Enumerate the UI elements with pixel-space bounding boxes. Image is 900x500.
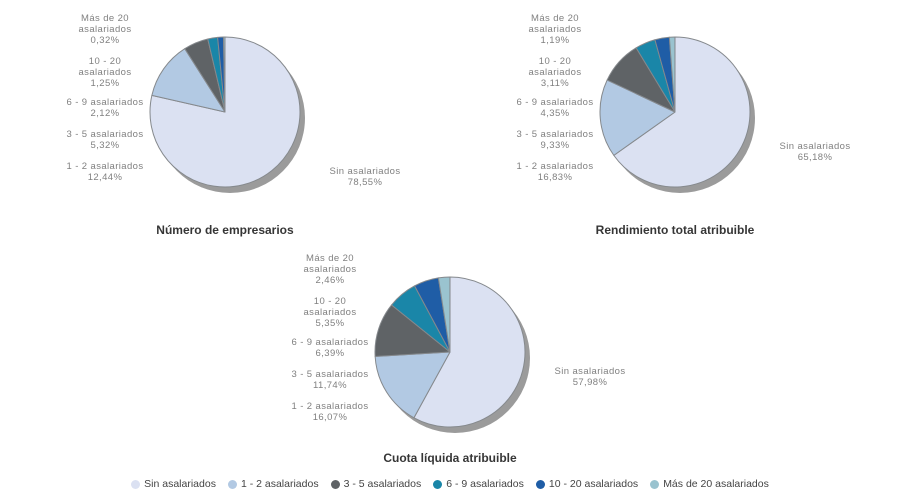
legend-swatch-icon <box>330 479 340 489</box>
slice-label-text: 10 - 20 <box>538 56 572 67</box>
pie-slice-mas-de-20-asalariados <box>668 36 676 113</box>
slice-label-value: 2,12% <box>90 108 120 119</box>
legend-item-1-2-asalariados: 1 - 2 asalariados <box>227 478 319 490</box>
pie-chart-cuota-liquida-atribuible: Cuota líquida atribuible Más de 20 asalar… <box>235 242 665 477</box>
slice-label-6-9-asalariados: 6 - 9 asalariados 6,39% <box>245 337 415 359</box>
slice-label-1-2-asalariados: 1 - 2 asalariados 16,83% <box>470 161 640 183</box>
slice-label-sin-asalariados: Sin asalariados 65,18% <box>740 141 890 163</box>
pie-chart-numero-de-empresarios: Número de empresarios Más de 20 asalariad… <box>10 2 440 237</box>
legend-swatch-icon <box>433 479 443 489</box>
legend-label: Más de 20 asalariados <box>663 478 769 490</box>
slice-label-1-2-asalariados: 1 - 2 asalariados 12,44% <box>20 161 190 183</box>
slice-label-value: 1,25% <box>90 78 120 89</box>
slice-label-text: asalariados <box>303 307 357 318</box>
slice-label-text: 6 - 9 asalariados <box>291 337 369 348</box>
slice-label-text: 10 - 20 <box>313 296 347 307</box>
slice-label-text: 6 - 9 asalariados <box>66 97 144 108</box>
pie-chart-rendimiento-total-atribuible: Rendimiento total atribuible Más de 20 as… <box>460 2 890 237</box>
slice-label-text: 1 - 2 asalariados <box>291 401 369 412</box>
legend-label: 1 - 2 asalariados <box>240 478 319 490</box>
slice-label-text: asalariados <box>303 264 357 275</box>
slice-label-text: asalariados <box>78 24 132 35</box>
slice-label-text: 6 - 9 asalariados <box>516 97 594 108</box>
legend-label: Sin asalariados <box>144 478 216 490</box>
slice-label-text: 3 - 5 asalariados <box>291 369 369 380</box>
slice-label-6-9-asalariados: 6 - 9 asalariados 4,35% <box>470 97 640 119</box>
slice-label-value: 65,18% <box>797 152 833 163</box>
slice-label-value: 9,33% <box>540 140 570 151</box>
slice-label-text: 3 - 5 asalariados <box>516 129 594 140</box>
slice-label-10-20-asalariados: 10 - 20 asalariados 5,35% <box>245 296 415 329</box>
legend-label: 6 - 9 asalariados <box>446 478 524 490</box>
slice-label-text: Sin asalariados <box>554 366 626 377</box>
slice-label-3-5-asalariados: 3 - 5 asalariados 9,33% <box>470 129 640 151</box>
slice-label-value: 1,19% <box>540 35 570 46</box>
slice-label-text: asalariados <box>528 24 582 35</box>
pie-graphic <box>149 36 305 193</box>
slice-label-value: 16,07% <box>312 412 348 423</box>
slice-label-sin-asalariados: Sin asalariados 78,55% <box>290 166 440 188</box>
slice-label-value: 6,39% <box>315 348 345 359</box>
slice-label-text: Sin asalariados <box>329 166 401 177</box>
legend-item-3-5-asalariados: 3 - 5 asalariados <box>330 478 422 490</box>
slice-label-value: 0,32% <box>90 35 120 46</box>
slice-label-value: 5,32% <box>90 140 120 151</box>
slice-label-10-20-asalariados: 10 - 20 asalariados 1,25% <box>20 56 190 89</box>
slice-label-text: 3 - 5 asalariados <box>66 129 144 140</box>
slice-label-value: 11,74% <box>313 380 347 391</box>
slice-label-mas-de-20-asalariados: Más de 20 asalariados 1,19% <box>470 13 640 46</box>
slice-label-mas-de-20-asalariados: Más de 20 asalariados 0,32% <box>20 13 190 46</box>
slice-label-6-9-asalariados: 6 - 9 asalariados 2,12% <box>20 97 190 119</box>
pie-slice-1-2-asalariados <box>599 79 676 156</box>
slice-label-10-20-asalariados: 10 - 20 asalariados 3,11% <box>470 56 640 89</box>
legend-swatch-icon <box>131 479 141 489</box>
chart-title: Número de empresarios <box>156 223 294 237</box>
pie-slice-1-2-asalariados <box>374 351 451 419</box>
pie-graphic <box>599 36 755 193</box>
slice-label-text: Más de 20 <box>531 13 579 24</box>
slice-label-3-5-asalariados: 3 - 5 asalariados 11,74% <box>245 369 415 391</box>
slice-label-text: 1 - 2 asalariados <box>516 161 594 172</box>
slice-label-mas-de-20-asalariados: Más de 20 asalariados 2,46% <box>245 253 415 286</box>
slice-label-text: asalariados <box>78 67 132 78</box>
pie-slice-mas-de-20-asalariados <box>222 36 226 113</box>
slice-label-value: 78,55% <box>347 177 383 188</box>
slice-label-1-2-asalariados: 1 - 2 asalariados 16,07% <box>245 401 415 423</box>
pie-graphic <box>374 276 530 433</box>
legend-item-10-20-asalariados: 10 - 20 asalariados <box>535 478 639 490</box>
slice-label-3-5-asalariados: 3 - 5 asalariados 5,32% <box>20 129 190 151</box>
slice-label-value: 3,11% <box>540 78 570 89</box>
slice-label-text: Sin asalariados <box>779 141 851 152</box>
chart-title: Rendimiento total atribuible <box>595 223 755 237</box>
legend-swatch-icon <box>535 479 545 489</box>
legend-item-6-9-asalariados: 6 - 9 asalariados <box>433 478 524 490</box>
legend-swatch-icon <box>650 479 660 489</box>
pie-slice-mas-de-20-asalariados <box>437 276 451 353</box>
slice-label-value: 57,98% <box>572 377 608 388</box>
legend-item-mas-de-20-asalariados: Más de 20 asalariados <box>650 478 769 490</box>
legend-swatch-icon <box>227 479 237 489</box>
slice-label-value: 5,35% <box>315 318 345 329</box>
slice-label-value: 2,46% <box>315 275 345 286</box>
slice-label-text: 1 - 2 asalariados <box>66 161 144 172</box>
slice-label-text: asalariados <box>528 67 582 78</box>
pie-slice-1-2-asalariados <box>151 48 226 113</box>
legend-label: 10 - 20 asalariados <box>548 478 639 490</box>
slice-label-text: 10 - 20 <box>88 56 122 67</box>
legend-item-sin-asalariados: Sin asalariados <box>131 478 216 490</box>
slice-label-text: Más de 20 <box>81 13 129 24</box>
pie-slice-sin-asalariados <box>613 36 751 188</box>
slice-label-value: 4,35% <box>540 108 570 119</box>
slice-label-value: 12,44% <box>87 172 123 183</box>
chart-legend: Sin asalariados 1 - 2 asalariados 3 - 5 as… <box>0 475 900 493</box>
pie-slice-sin-asalariados <box>413 276 526 428</box>
slice-label-text: Más de 20 <box>306 253 354 264</box>
chart-title: Cuota líquida atribuible <box>383 451 517 465</box>
legend-label: 3 - 5 asalariados <box>343 478 422 490</box>
slice-label-value: 16,83% <box>537 172 573 183</box>
slice-label-sin-asalariados: Sin asalariados 57,98% <box>515 366 665 388</box>
